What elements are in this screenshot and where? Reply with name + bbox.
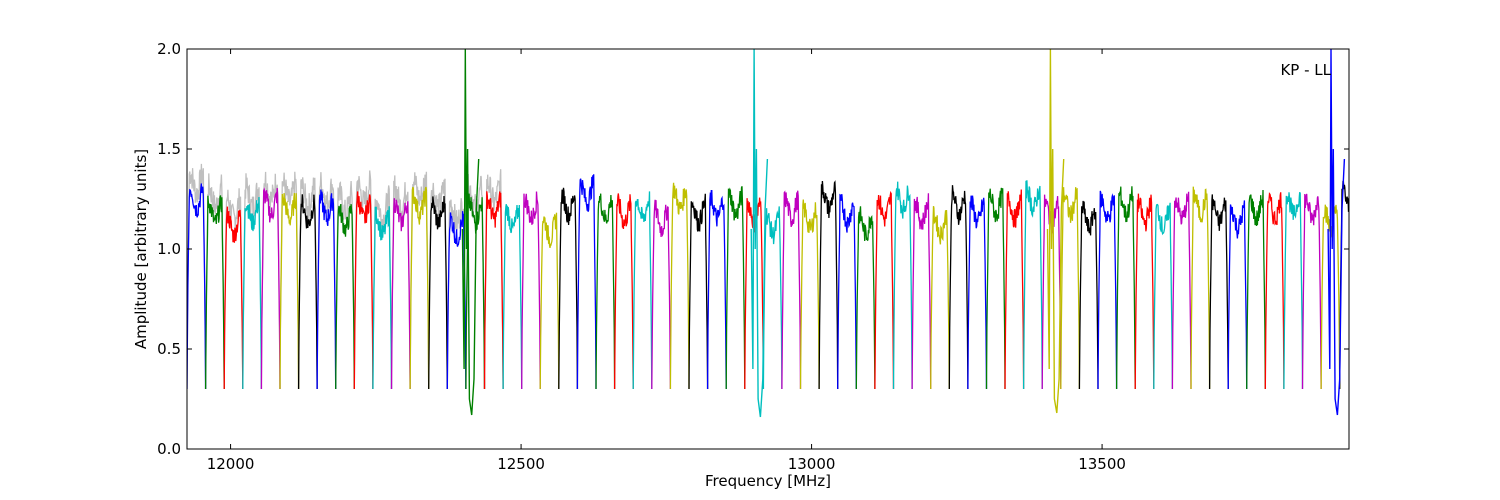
y-tick-label: 1.5	[157, 140, 181, 158]
channel-segment	[799, 199, 820, 390]
ticks-layer: 12000 12500 13000 13500 0.0 0.5 1.0 1.5 2.0	[157, 40, 1349, 473]
channel-segment	[502, 203, 523, 390]
channel-segment	[1264, 192, 1285, 390]
channel-segment	[855, 206, 876, 390]
channel-segment	[1097, 190, 1118, 390]
channel-segment	[948, 185, 969, 390]
channel-segment	[223, 206, 244, 390]
y-tick-label: 0.5	[157, 340, 181, 358]
channel-segment	[465, 193, 486, 390]
channel-segment	[892, 181, 913, 390]
channel-segment	[539, 212, 560, 390]
spike-segment	[750, 49, 769, 418]
channel-segment	[353, 191, 374, 390]
y-axis-label: Amplitude [arbitrary units]	[132, 149, 150, 349]
channel-segment	[187, 183, 207, 390]
spike-segment	[1327, 49, 1346, 416]
channel-segment	[651, 199, 672, 390]
channel-segment	[260, 186, 281, 390]
spike-segment	[461, 49, 480, 416]
channel-segment	[521, 191, 541, 390]
channel-segment	[1171, 191, 1192, 390]
channel-segment	[372, 206, 393, 390]
background-series-segment	[335, 180, 355, 390]
x-axis-label: Frequency [MHz]	[705, 472, 831, 490]
channel-segment	[409, 186, 430, 390]
channel-segment	[483, 191, 504, 390]
channel-segment	[967, 195, 988, 390]
x-tick-label: 12500	[497, 455, 545, 473]
channel-segment	[1153, 202, 1174, 390]
background-series-segment	[372, 185, 393, 390]
channel-segment	[818, 180, 839, 390]
background-series-segment	[260, 171, 281, 390]
channel-segment	[1246, 189, 1266, 390]
channel-segment	[688, 193, 709, 390]
channel-segment	[837, 193, 857, 390]
channel-segment	[1078, 200, 1099, 390]
background-series-segment	[204, 173, 225, 390]
channel-segment	[428, 195, 448, 390]
channel-segment	[1283, 191, 1304, 390]
channel-segment	[762, 206, 783, 390]
channel-segment	[1208, 194, 1229, 390]
channel-segment	[1227, 200, 1248, 390]
channel-segment	[558, 187, 579, 390]
channel-segment	[595, 193, 616, 390]
background-series-segment	[187, 163, 207, 390]
channel-segment	[930, 205, 950, 390]
channel-segment	[911, 193, 932, 390]
channel-segment	[1301, 193, 1322, 390]
background-series-segment	[279, 171, 300, 390]
channel-segment	[279, 193, 300, 390]
channel-segment	[242, 196, 263, 390]
background-series-segment	[428, 178, 448, 390]
channel-segment	[632, 191, 653, 390]
channel-segment	[576, 174, 597, 390]
background-series-segment	[353, 170, 374, 390]
channel-segment	[390, 198, 411, 390]
channel-segment	[781, 190, 802, 390]
x-tick-label: 13500	[1078, 455, 1126, 473]
y-tick-label: 1.0	[157, 240, 181, 258]
background-series-segment	[242, 173, 263, 390]
channel-segment	[297, 194, 318, 390]
channel-segment	[1134, 193, 1155, 390]
background-series-segment	[483, 169, 504, 390]
channel-segment	[204, 195, 225, 390]
spike-segment	[1046, 49, 1065, 414]
series-layer	[187, 49, 1349, 418]
channel-segment	[1190, 186, 1211, 390]
background-series-segment	[316, 172, 337, 390]
channel-segment	[1022, 180, 1043, 390]
y-tick-label: 0.0	[157, 440, 181, 458]
channel-segment	[335, 203, 355, 390]
channel-segment	[1115, 186, 1136, 390]
channel-segment	[613, 193, 634, 390]
channel-segment	[725, 186, 746, 390]
channel-segment	[1060, 187, 1081, 390]
annotation-label: KP - LL	[1280, 61, 1331, 79]
channel-segment	[874, 190, 895, 390]
x-tick-label: 12000	[207, 455, 255, 473]
x-tick-label: 13000	[788, 455, 836, 473]
background-series-segment	[297, 177, 318, 390]
channel-segment	[669, 182, 690, 390]
channel-segment	[446, 211, 467, 390]
channel-segment	[706, 189, 727, 390]
channel-segment	[316, 189, 337, 390]
channel-segment	[1004, 189, 1025, 390]
channel-segment	[985, 187, 1006, 390]
y-tick-label: 2.0	[157, 40, 181, 58]
